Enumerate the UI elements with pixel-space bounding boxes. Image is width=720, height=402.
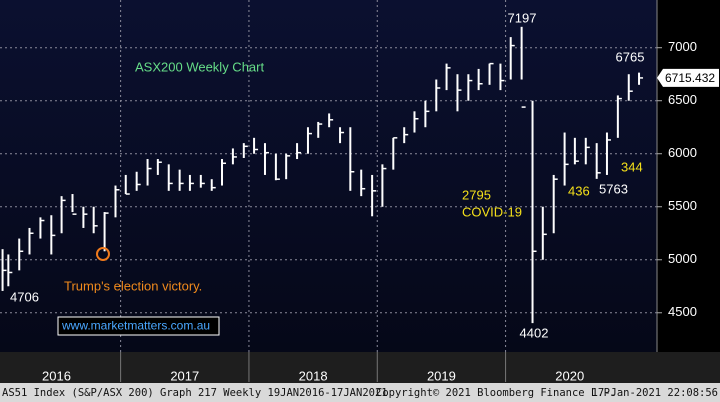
annotation: COVID-19 xyxy=(462,204,522,219)
annotation: 4402 xyxy=(520,325,549,340)
footer-bar xyxy=(0,383,720,402)
chart-title: ASX200 Weekly Chart xyxy=(135,59,264,74)
y-tick-label: 5500 xyxy=(668,198,697,213)
y-tick-label: 5000 xyxy=(668,251,697,266)
last-price-tag xyxy=(657,68,719,87)
x-tick-label: 2018 xyxy=(299,368,328,383)
footer: Copyright© 2021 Bloomberg Finance L.P. xyxy=(376,387,616,399)
x-tick-label: 2017 xyxy=(170,368,199,383)
x-tick-label: 2016 xyxy=(42,368,71,383)
annotation: 344 xyxy=(621,159,643,174)
footer: 17-Jan-2021 22:08:56 xyxy=(592,387,718,399)
annotation: 7197 xyxy=(508,10,537,25)
annotation: 436 xyxy=(568,183,590,198)
website-box xyxy=(57,316,220,336)
x-tick-label: 2020 xyxy=(555,368,584,383)
annotation: 2795 xyxy=(462,187,491,202)
y-axis-area xyxy=(657,0,720,352)
website: www.marketmatters.com.au xyxy=(61,319,210,333)
annotation: 4706 xyxy=(10,289,39,304)
y-tick-label: 6000 xyxy=(668,145,697,160)
y-tick-label: 6500 xyxy=(668,92,697,107)
y-tick-label: 7000 xyxy=(668,39,697,54)
x-axis-area xyxy=(0,352,720,383)
event-marker xyxy=(96,247,110,261)
last-price-label: 6715.432 xyxy=(665,71,715,85)
plot-area xyxy=(0,0,657,352)
footer: AS51 Index (S&P/ASX 200) Graph 217 Weekl… xyxy=(2,387,388,399)
annotation: 5763 xyxy=(599,181,628,196)
y-tick-label: 4500 xyxy=(668,304,697,319)
annotation: Trump's election victory. xyxy=(64,278,202,293)
annotation: 6765 xyxy=(616,49,645,64)
x-tick-label: 2019 xyxy=(427,368,456,383)
